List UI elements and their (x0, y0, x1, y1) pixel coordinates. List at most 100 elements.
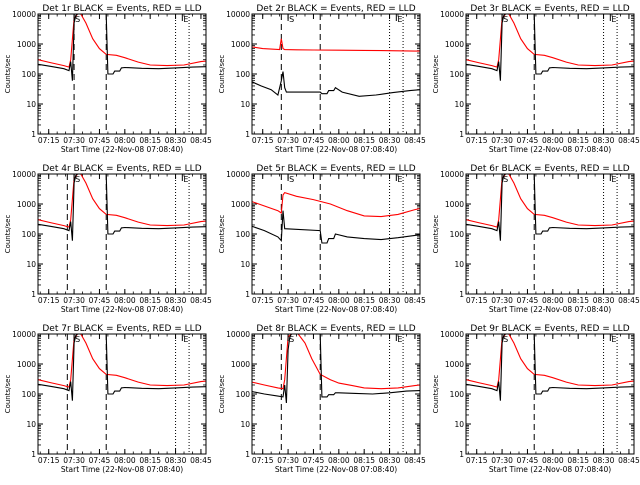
plot-frame (37, 13, 207, 135)
x-tick-label: 08:30 (165, 136, 187, 145)
y-tick-label: 1000 (17, 200, 36, 209)
marker-label: E (397, 175, 402, 184)
x-tick-label: 08:45 (190, 296, 212, 305)
y-tick-label: 10 (26, 100, 36, 109)
y-tick-label: 10 (240, 260, 250, 269)
series-line-black (466, 14, 634, 81)
x-tick-label: 07:15 (252, 456, 274, 465)
x-tick-label: 08:45 (404, 136, 426, 145)
plot-frame (251, 173, 421, 295)
x-tick-label: 08:45 (190, 456, 212, 465)
plot-frame (465, 333, 635, 455)
marker-label: S (503, 15, 508, 24)
y-tick-label: 10000 (226, 330, 250, 339)
x-tick-label: 07:15 (252, 136, 274, 145)
series-line-black (38, 334, 206, 401)
y-tick-label: 10000 (12, 330, 36, 339)
x-tick-label: 08:15 (353, 456, 375, 465)
panel-title: Det 7r BLACK = Events, RED = LLD (42, 324, 201, 334)
x-tick-label: 07:30 (63, 456, 85, 465)
y-axis-label: Counts/sec (218, 375, 226, 414)
marker-label: S (75, 175, 80, 184)
series-group (466, 14, 634, 81)
marker-label: E (611, 175, 616, 184)
y-tick-label: 100 (450, 230, 465, 239)
x-tick-label: 07:15 (466, 456, 488, 465)
x-tick-label: 08:45 (404, 456, 426, 465)
x-tick-label: 08:45 (404, 296, 426, 305)
marker-label: E (611, 15, 616, 24)
y-tick-label: 1 (459, 130, 464, 139)
series-group (38, 334, 206, 401)
y-tick-label: 1000 (445, 360, 464, 369)
x-tick-label: 08:30 (379, 456, 401, 465)
series-line-red (252, 38, 420, 52)
y-tick-label: 1 (459, 290, 464, 299)
x-axis-label: Start Time (22-Nov-08 07:08:40) (489, 305, 611, 314)
x-tick-label: 08:15 (139, 136, 161, 145)
y-tick-label: 1000 (231, 200, 250, 209)
panel-title: Det 4r BLACK = Events, RED = LLD (42, 164, 201, 174)
x-tick-label: 07:30 (277, 136, 299, 145)
y-tick-label: 1 (459, 450, 464, 459)
y-tick-label: 100 (236, 230, 251, 239)
x-tick-label: 07:15 (466, 296, 488, 305)
y-tick-label: 10000 (226, 170, 250, 179)
x-tick-label: 08:00 (542, 136, 564, 145)
x-tick-label: 07:30 (491, 456, 513, 465)
x-tick-label: 07:45 (303, 136, 325, 145)
x-tick-label: 07:45 (89, 136, 111, 145)
x-tick-label: 07:15 (38, 136, 60, 145)
x-tick-label: 07:30 (63, 136, 85, 145)
series-line-red (466, 174, 634, 228)
series-line-red (466, 334, 634, 388)
detector-panel: Det 7r BLACK = Events, RED = LLD Counts/s… (4, 324, 212, 474)
y-tick-label: 100 (236, 70, 251, 79)
y-tick-label: 100 (22, 230, 37, 239)
x-tick-label: 07:15 (38, 456, 60, 465)
y-tick-label: 100 (22, 390, 37, 399)
x-tick-label: 07:45 (89, 456, 111, 465)
marker-label: S (289, 15, 294, 24)
x-tick-label: 07:15 (252, 296, 274, 305)
marker-label: S (75, 15, 80, 24)
y-axis-label: Counts/sec (4, 215, 12, 254)
series-group (466, 174, 634, 241)
detector-panel: Det 4r BLACK = Events, RED = LLD Counts/s… (4, 164, 212, 314)
y-tick-label: 1 (31, 130, 36, 139)
y-tick-label: 10 (454, 420, 464, 429)
y-tick-label: 1000 (17, 360, 36, 369)
x-tick-label: 07:30 (63, 296, 85, 305)
y-tick-label: 10000 (226, 10, 250, 19)
marker-label: S (503, 335, 508, 344)
series-line-red (252, 334, 420, 390)
y-tick-label: 10000 (12, 170, 36, 179)
y-tick-label: 10000 (440, 170, 464, 179)
detector-panel: Det 2r BLACK = Events, RED = LLD Counts/s… (218, 4, 426, 154)
x-tick-label: 08:00 (542, 296, 564, 305)
plot-frame (465, 173, 635, 295)
x-axis-label: Start Time (22-Nov-08 07:08:40) (275, 305, 397, 314)
marker-label: E (397, 335, 402, 344)
y-tick-label: 10000 (440, 10, 464, 19)
plot-frame (251, 13, 421, 135)
x-tick-label: 07:30 (491, 296, 513, 305)
y-tick-label: 1 (245, 290, 250, 299)
x-tick-label: 08:15 (567, 136, 589, 145)
marker-label: S (503, 175, 508, 184)
y-tick-label: 1 (245, 450, 250, 459)
x-tick-label: 08:00 (328, 136, 350, 145)
panel-title: Det 9r BLACK = Events, RED = LLD (470, 324, 629, 334)
y-axis-label: Counts/sec (432, 375, 440, 414)
x-tick-label: 08:30 (379, 136, 401, 145)
detector-panel: Det 9r BLACK = Events, RED = LLD Counts/s… (432, 324, 640, 474)
marker-label: S (289, 175, 294, 184)
x-tick-label: 08:45 (190, 136, 212, 145)
y-tick-label: 1000 (445, 40, 464, 49)
y-axis-label: Counts/sec (432, 55, 440, 94)
y-tick-label: 1 (31, 450, 36, 459)
series-group (252, 334, 420, 404)
y-axis-label: Counts/sec (432, 215, 440, 254)
